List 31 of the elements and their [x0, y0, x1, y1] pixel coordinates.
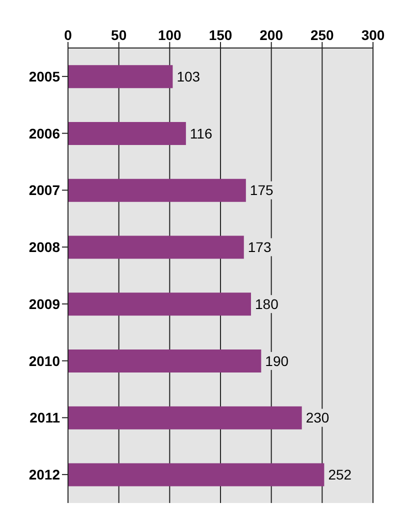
x-tick-label: 200	[260, 27, 284, 43]
data-label: 180	[255, 296, 279, 312]
data-label: 173	[248, 239, 272, 256]
bar	[68, 236, 244, 259]
y-tick-label: 2005	[28, 68, 60, 84]
bar	[68, 406, 302, 430]
y-tick-label: 2006	[28, 125, 60, 142]
data-label: 252	[328, 466, 352, 483]
data-label: 116	[190, 125, 212, 142]
x-tick-label: 50	[111, 27, 127, 43]
x-tick-label: 300	[361, 27, 385, 43]
data-label: 103	[176, 68, 200, 84]
data-label: 230	[306, 410, 330, 426]
y-tick-label: 2010	[28, 352, 60, 369]
bar	[68, 463, 324, 486]
data-label: 190	[265, 352, 289, 369]
x-tick-label: 100	[158, 27, 182, 43]
y-tick-label: 2012	[28, 466, 60, 483]
y-tick-label: 2011	[30, 410, 60, 426]
bar	[68, 292, 251, 316]
bar	[68, 349, 262, 372]
x-tick-label: 0	[64, 27, 72, 43]
x-tick-label: 150	[208, 27, 232, 43]
y-tick-label: 2008	[28, 239, 60, 256]
data-label: 175	[250, 182, 274, 198]
bar	[68, 178, 246, 202]
x-tick-label: 250	[310, 27, 334, 43]
bar	[68, 122, 186, 145]
y-tick-label: 2007	[28, 182, 60, 198]
y-tick-label: 2009	[28, 296, 60, 312]
bar	[68, 65, 173, 88]
